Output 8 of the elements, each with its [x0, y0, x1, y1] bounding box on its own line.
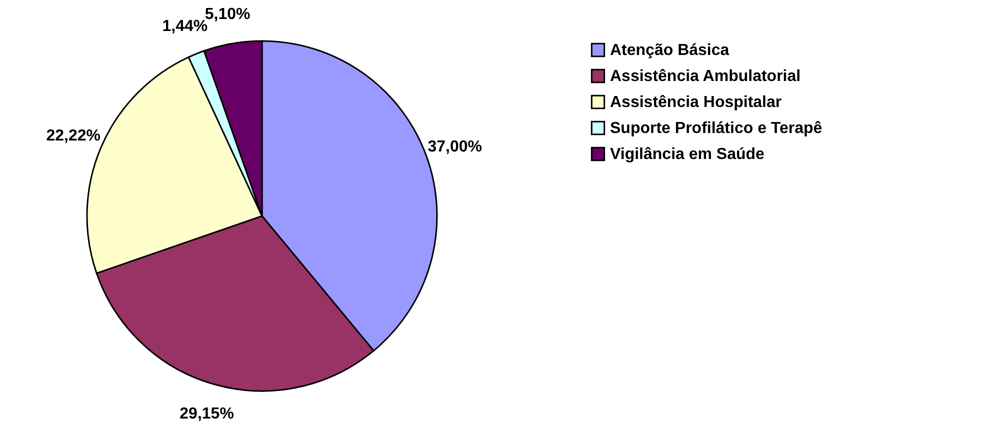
- data-label: 37,00%: [428, 138, 482, 156]
- legend-label: Suporte Profilático e Terapê: [610, 120, 822, 137]
- legend-label: Vigilância em Saúde: [610, 146, 765, 163]
- data-label: 22,22%: [46, 128, 101, 145]
- legend-label: Assistência Hospitalar: [610, 94, 782, 111]
- data-label: 29,15%: [180, 405, 234, 422]
- legend-label: Atenção Básica: [610, 42, 730, 59]
- legend-label: Assistência Ambulatorial: [610, 68, 801, 85]
